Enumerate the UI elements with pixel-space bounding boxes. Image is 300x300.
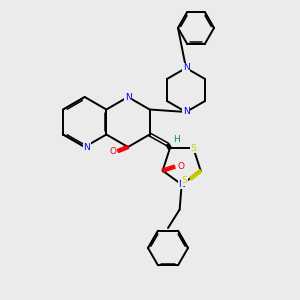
- Text: O: O: [110, 146, 116, 155]
- Text: S: S: [182, 176, 188, 185]
- Text: N: N: [178, 180, 185, 189]
- Text: N: N: [183, 64, 189, 73]
- Text: N: N: [124, 92, 131, 101]
- Text: S: S: [190, 144, 196, 153]
- Text: N: N: [83, 142, 90, 152]
- Text: O: O: [177, 162, 184, 171]
- Text: H: H: [173, 135, 180, 144]
- Text: N: N: [183, 107, 189, 116]
